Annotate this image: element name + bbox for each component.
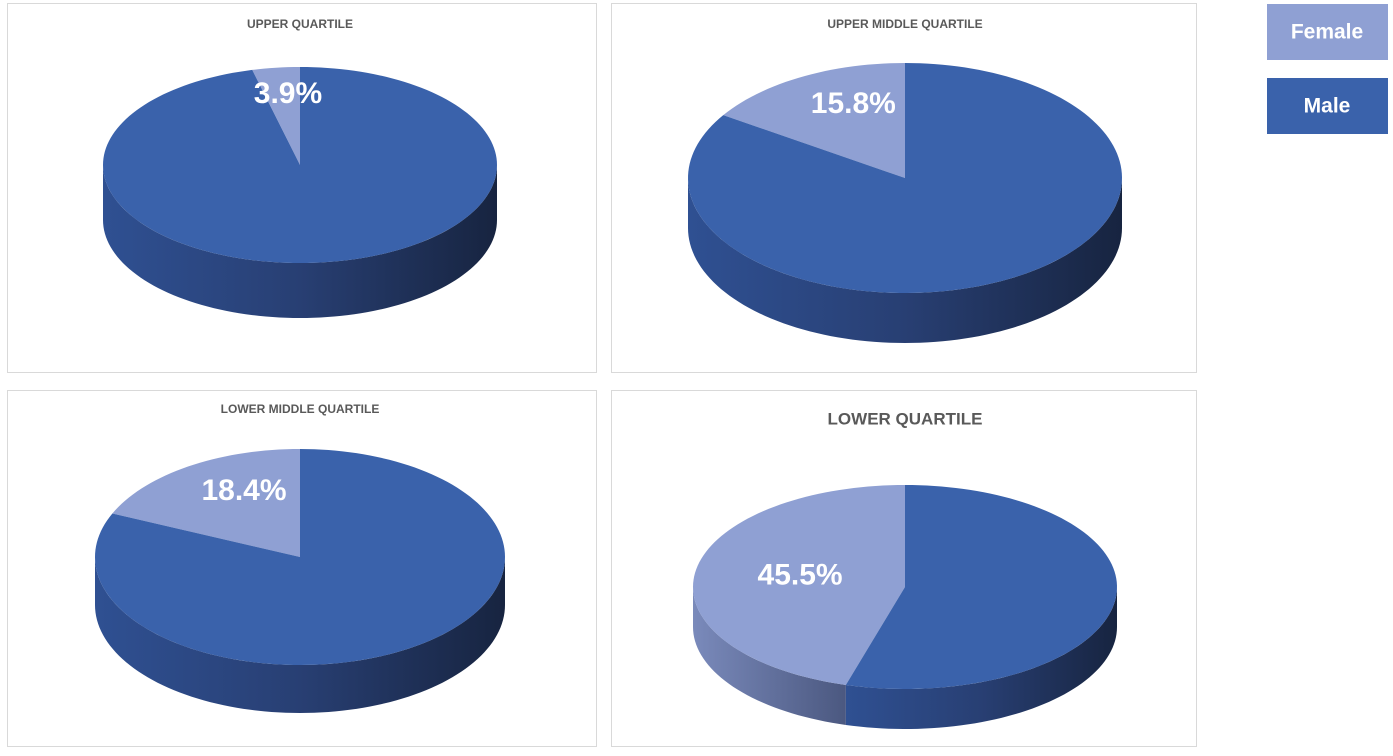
pie-slice	[723, 63, 905, 178]
pie-side	[845, 587, 1117, 729]
chart-title: UPPER MIDDLE QUARTILE	[827, 17, 982, 31]
pie-slice	[252, 67, 300, 165]
pie-slice	[103, 67, 497, 263]
chart-title: LOWER MIDDLE QUARTILE	[221, 402, 380, 416]
chart-title: LOWER QUARTILE	[828, 409, 983, 428]
data-label: 3.9%	[254, 77, 322, 110]
pie-side	[103, 165, 497, 318]
legend-label: Female	[1291, 21, 1363, 44]
pie-side	[688, 178, 1122, 343]
data-label: 45.5%	[758, 559, 843, 592]
pie-slice	[845, 485, 1117, 689]
pie-side	[95, 557, 505, 713]
pie-slice	[693, 485, 905, 685]
data-label: 15.8%	[811, 87, 896, 120]
pie-slice	[112, 449, 301, 557]
pie-slice	[688, 63, 1122, 293]
chart-title: UPPER QUARTILE	[247, 17, 353, 31]
legend-swatch	[1267, 78, 1388, 134]
legend-label: Male	[1304, 95, 1351, 118]
pie-side	[693, 587, 846, 725]
pie-slice	[95, 449, 505, 665]
data-label: 18.4%	[201, 474, 286, 507]
legend-swatch	[1267, 4, 1388, 60]
